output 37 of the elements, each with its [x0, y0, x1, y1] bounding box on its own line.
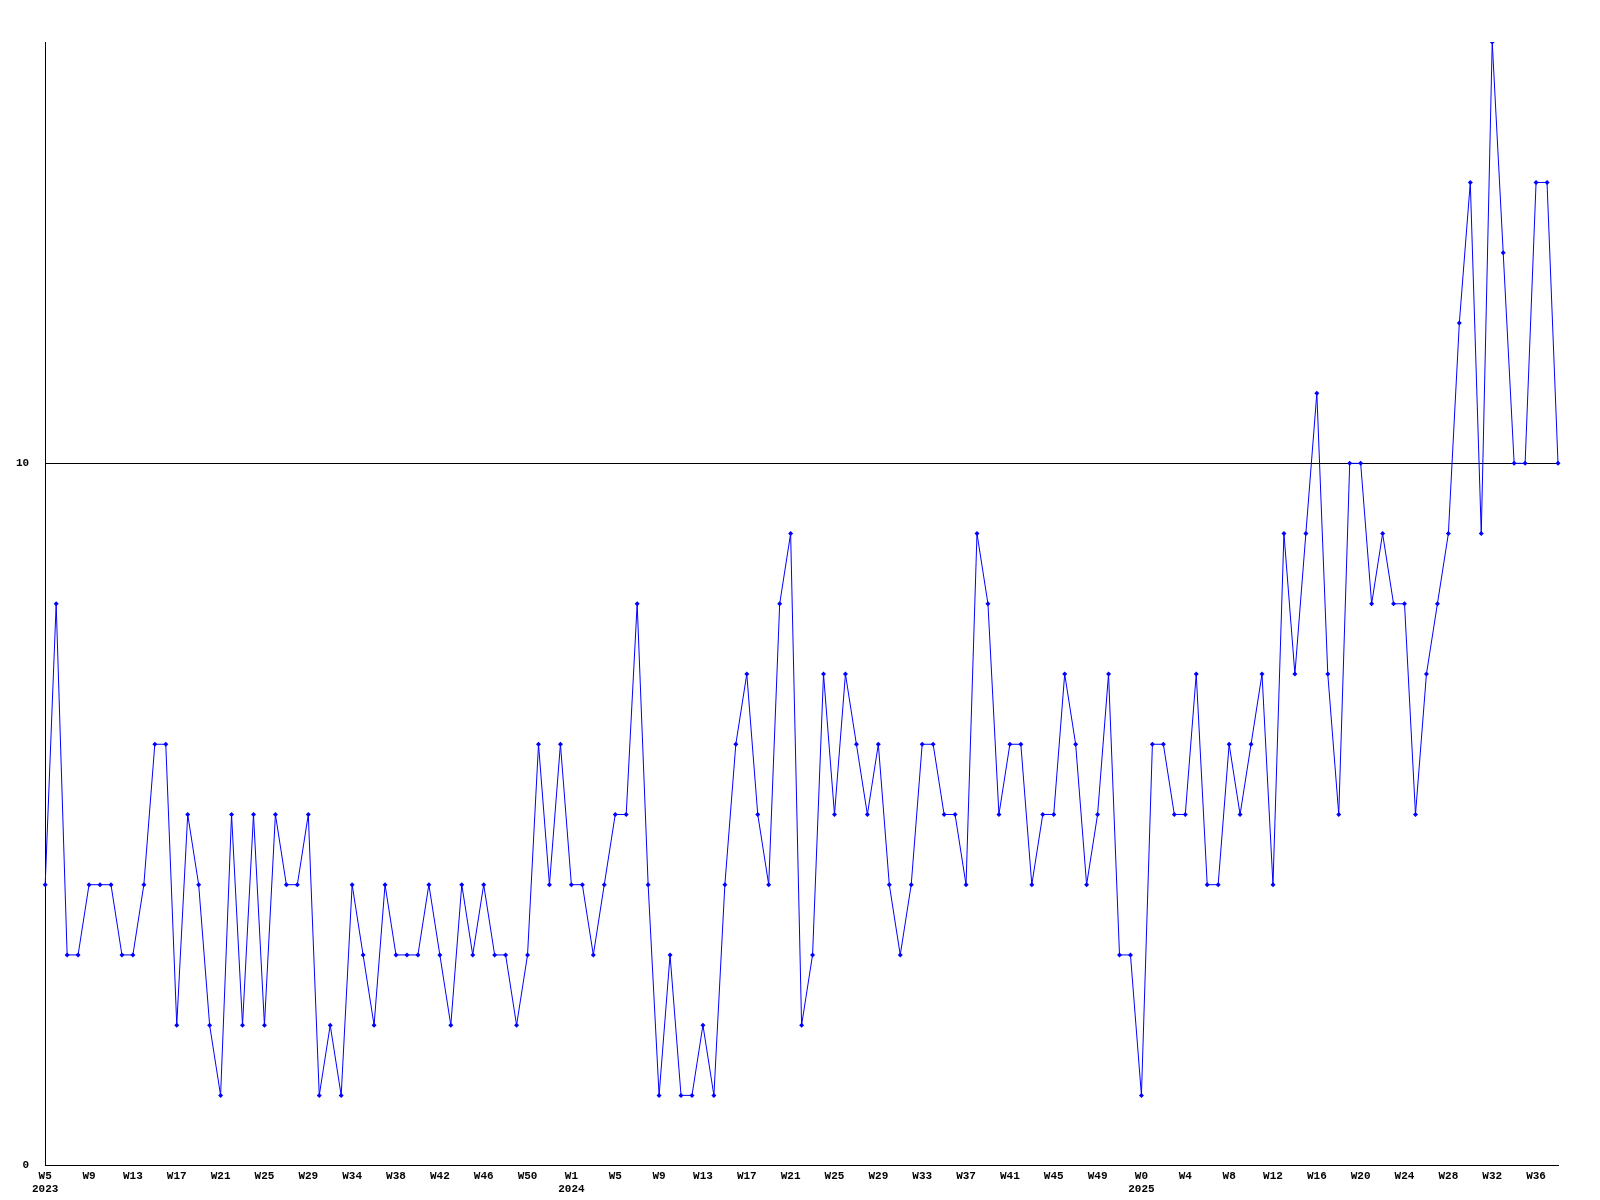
x-tick-label: W17 — [736, 1169, 757, 1182]
x-tick-label: W0 2025 — [1128, 1169, 1156, 1196]
x-tick-label: W50 — [517, 1169, 538, 1182]
x-tick-label: W34 — [342, 1169, 363, 1182]
x-tick-label: W37 — [956, 1169, 976, 1182]
x-tick-label: W21 — [210, 1169, 231, 1182]
x-tick-label: W5 — [608, 1169, 623, 1182]
x-tick-label: W17 — [166, 1169, 187, 1182]
x-tick-label: W33 — [912, 1169, 933, 1182]
x-tick-label: W21 — [780, 1169, 801, 1182]
x-tick-label: W42 — [429, 1169, 450, 1182]
x-tick-label: W25 — [824, 1169, 845, 1182]
x-tick-label: W20 — [1350, 1169, 1371, 1182]
x-tick-label: W28 — [1438, 1169, 1459, 1182]
x-tick-label: W1 2024 — [558, 1169, 585, 1196]
x-tick-label: W46 — [473, 1169, 494, 1182]
x-tick-label: W32 — [1482, 1169, 1503, 1182]
x-tick-label: W4 — [1178, 1169, 1193, 1182]
y-tick-label: 0 — [22, 1159, 30, 1172]
x-tick-label: W41 — [999, 1169, 1021, 1182]
x-tick-label: W12 — [1263, 1169, 1283, 1182]
x-tick-label: W29 — [298, 1169, 319, 1182]
y-tick-label: 10 — [16, 457, 30, 470]
x-tick-label: W9 — [652, 1169, 666, 1182]
x-tick-label: W5 2023 — [32, 1169, 59, 1196]
x-tick-label: W9 — [82, 1169, 96, 1182]
x-tick-label: W36 — [1526, 1169, 1546, 1182]
x-tick-label: W13 — [693, 1169, 714, 1182]
x-tick-label: W38 — [386, 1169, 407, 1182]
x-tick-label: W24 — [1394, 1169, 1415, 1182]
x-tick-label: W8 — [1222, 1169, 1237, 1182]
x-tick-label: W45 — [1043, 1169, 1065, 1182]
x-tick-label: W13 — [122, 1169, 144, 1182]
x-tick-label: W49 — [1087, 1169, 1108, 1182]
x-tick-label: W16 — [1306, 1169, 1327, 1182]
x-tick-label: W29 — [868, 1169, 889, 1182]
x-tick-label: W25 — [254, 1169, 275, 1182]
